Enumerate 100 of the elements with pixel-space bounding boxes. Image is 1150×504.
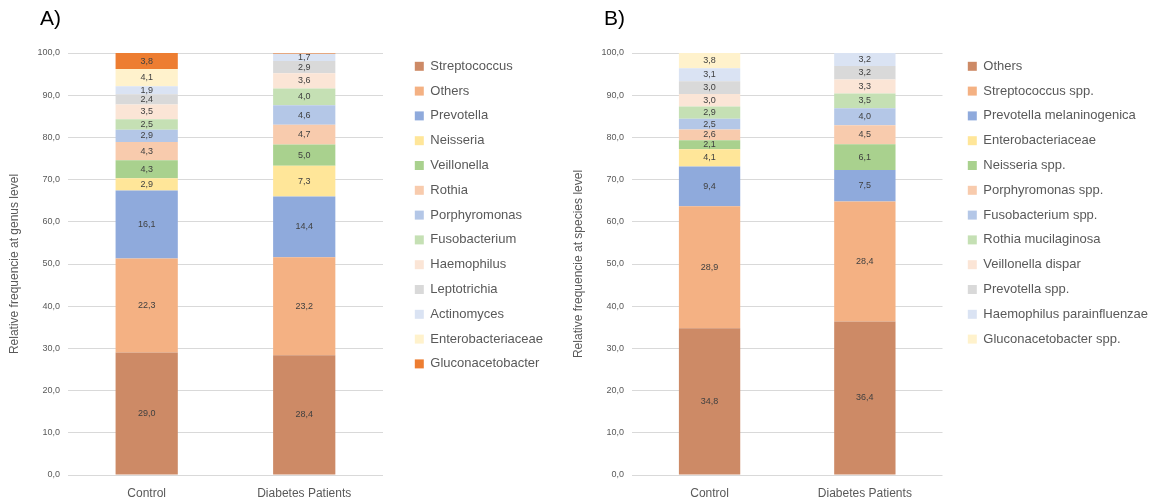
data-label: 2,5: [140, 119, 153, 130]
y-tick-label: 100,0: [37, 47, 60, 58]
bar: [115, 160, 178, 179]
y-tick-label: 0,0: [611, 469, 624, 480]
y-tick-label: 90,0: [42, 89, 60, 100]
bar: [678, 68, 741, 82]
x-tick-label: Control: [690, 485, 729, 500]
legend-label: Fusobacterium spp.: [983, 206, 1098, 222]
bar: [678, 166, 741, 207]
bar: [273, 355, 336, 475]
y-tick-label: 70,0: [606, 174, 624, 185]
data-label: 4,0: [297, 91, 311, 102]
y-tick-label: 20,0: [42, 385, 60, 396]
bar: [115, 142, 178, 161]
data-label: 34,8: [700, 395, 719, 406]
data-label: 2,6: [703, 129, 716, 140]
bar: [834, 108, 896, 126]
bar: [115, 119, 178, 130]
legend-label: Haemophilus parainfluenzae: [983, 305, 1149, 321]
x-tick-label: Control: [127, 485, 167, 500]
y-tick-label: 40,0: [606, 300, 624, 311]
bar: [273, 61, 336, 74]
y-tick-label: 60,0: [42, 216, 60, 227]
data-label: 3,6: [297, 75, 311, 86]
data-label: 14,4: [295, 221, 313, 232]
data-label: 1,7: [297, 51, 311, 62]
legend-label: Actinomyces: [430, 305, 505, 321]
bar: [115, 53, 178, 70]
data-label: 28,4: [856, 255, 874, 266]
chart-title: B): [603, 5, 625, 29]
legend-label: Leptotrichia: [430, 281, 499, 297]
data-label: 4,1: [703, 152, 716, 163]
bar: [678, 129, 741, 141]
bar: [115, 352, 178, 475]
y-tick-label: 30,0: [42, 342, 60, 353]
bar: [115, 69, 178, 87]
data-label: 3,3: [858, 81, 872, 92]
y-tick-label: 30,0: [606, 342, 624, 353]
data-label: 3,5: [140, 106, 153, 117]
y-tick-label: 90,0: [606, 89, 624, 100]
y-tick-label: 50,0: [42, 258, 60, 269]
data-label: 4,6: [297, 109, 311, 120]
data-label: 29,0: [137, 408, 156, 419]
bar: [834, 66, 896, 80]
y-axis-title: Relative frequencie at species level: [570, 169, 585, 359]
data-label: 3,8: [140, 55, 153, 66]
y-tick-label: 10,0: [606, 427, 624, 438]
legend-label: Neisseria: [430, 132, 486, 148]
data-label: 7,3: [297, 175, 311, 186]
data-label: 3,0: [703, 94, 716, 105]
bar: [115, 104, 178, 120]
legend-label: Enterobacteriaceae: [983, 132, 1097, 148]
y-tick-label: 60,0: [606, 216, 624, 227]
data-label: 4,3: [140, 163, 153, 174]
data-label: 3,1: [703, 69, 716, 80]
legend-label: Others: [983, 57, 1023, 73]
data-label: 22,3: [137, 300, 156, 311]
y-tick-label: 40,0: [42, 300, 60, 311]
data-label: 2,9: [297, 61, 311, 72]
legend-label: Others: [430, 82, 470, 98]
bar: [273, 88, 336, 106]
data-label: 7,5: [858, 180, 872, 191]
legend-label: Streptococcus spp.: [983, 82, 1094, 98]
x-tick-label: Diabetes Patients: [257, 485, 352, 500]
bar: [115, 190, 178, 259]
bar: [678, 206, 741, 329]
legend-label: Porphyromonas: [430, 206, 523, 222]
y-tick-label: 20,0: [606, 385, 624, 396]
bar: [678, 140, 741, 150]
data-label: 2,1: [703, 139, 716, 150]
bar: [273, 196, 336, 258]
data-label: 2,5: [703, 118, 716, 129]
data-label: 4,1: [140, 72, 153, 83]
data-label: 23,2: [295, 300, 313, 311]
data-label: 3,5: [858, 95, 872, 106]
y-tick-label: 50,0: [606, 258, 624, 269]
bar: [273, 73, 336, 89]
data-label: 2,9: [703, 107, 716, 118]
legend-label: Streptococcus: [430, 57, 514, 73]
data-label: 36,4: [856, 392, 874, 403]
data-label: 16,1: [137, 219, 156, 230]
y-axis-title: Relative frequencie at genus level: [6, 173, 21, 355]
bar: [834, 169, 896, 202]
bar: [273, 144, 336, 166]
legend-label: Rothia mucilaginosa: [983, 231, 1102, 247]
bar: [834, 321, 896, 475]
y-tick-label: 0,0: [47, 469, 60, 480]
bar: [834, 144, 896, 170]
x-tick-label: Diabetes Patients: [817, 485, 912, 500]
bar: [834, 53, 896, 67]
bar: [834, 93, 896, 109]
legend-label: Haemophilus: [430, 256, 507, 272]
data-label: 28,9: [700, 261, 719, 272]
data-label: 2,9: [140, 130, 153, 141]
bar: [678, 106, 741, 119]
bar: [678, 53, 741, 69]
bar: [678, 149, 741, 167]
legend-label: Prevotella melaninogenica: [983, 107, 1137, 123]
bar: [115, 178, 178, 191]
data-label: 2,4: [140, 93, 153, 104]
